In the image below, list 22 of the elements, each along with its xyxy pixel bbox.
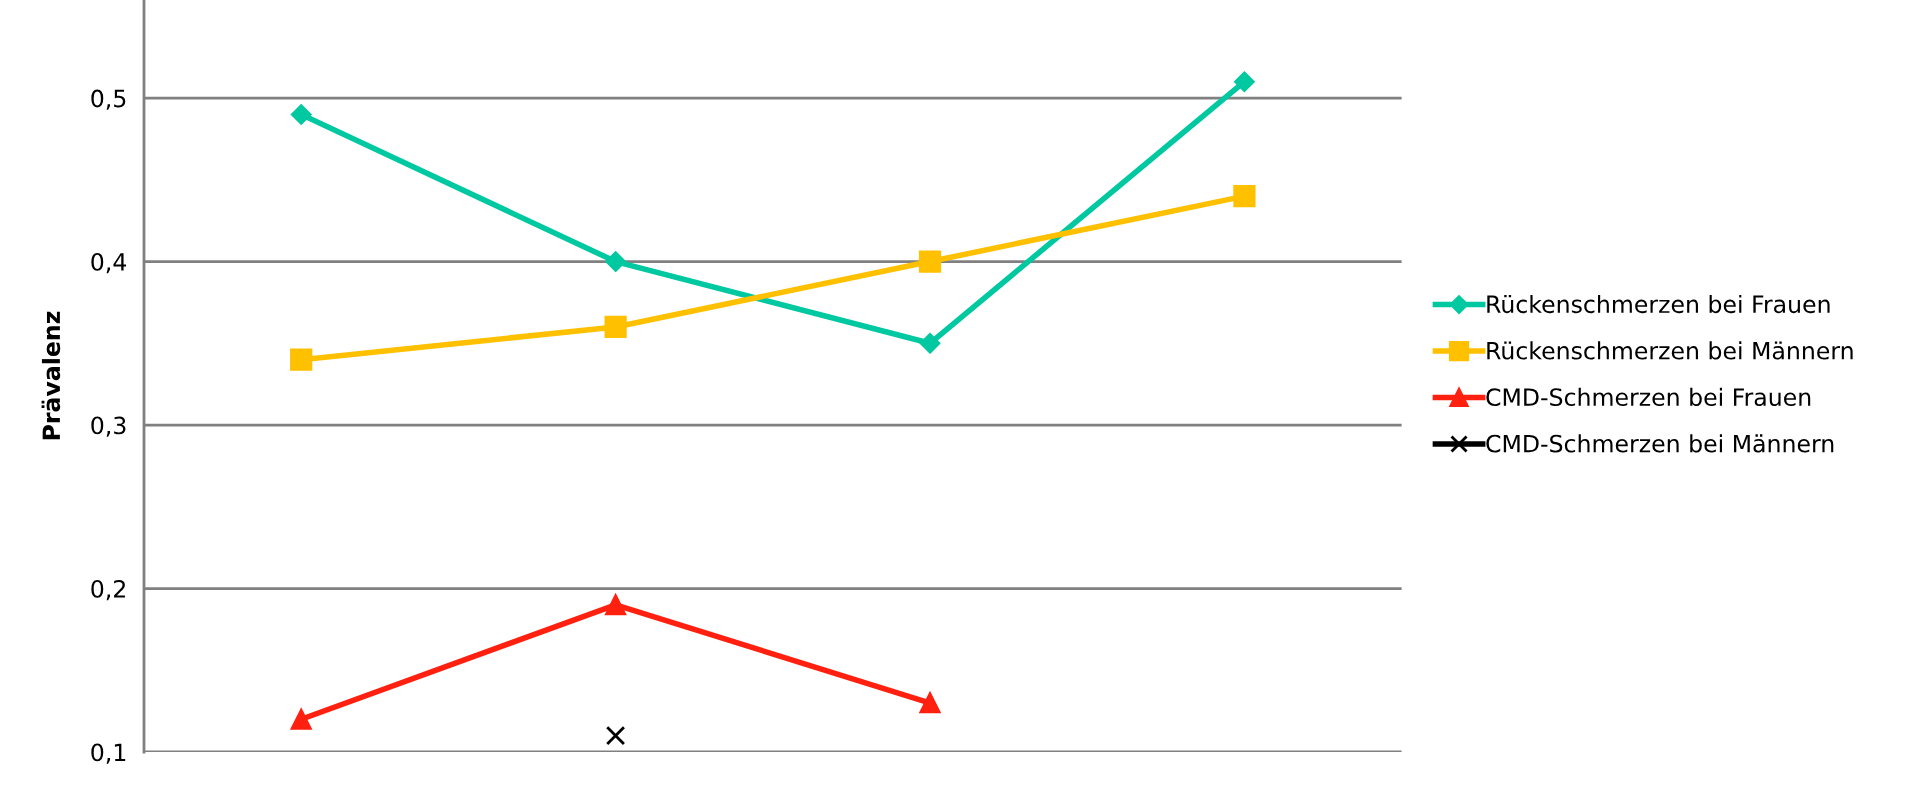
point — [1234, 71, 1255, 92]
point — [605, 725, 626, 746]
point — [1233, 185, 1256, 208]
y-tick-label: 0,4 — [91, 253, 127, 274]
point — [919, 333, 941, 354]
y-tick-label: 0,5 — [91, 89, 126, 110]
point — [604, 315, 627, 339]
point — [605, 251, 626, 272]
legend-label: Rückenschmerzen bei Frauen — [1487, 294, 1830, 314]
point — [919, 692, 941, 714]
legend-label: CMD-Schmerzen bei Männern — [1486, 434, 1834, 453]
legend-label: CMD-Schmerzen bei Frauen — [1486, 387, 1811, 407]
y-tick-label: 0,3 — [91, 416, 126, 437]
y-tick-label: 0,1 — [91, 743, 126, 764]
y-tick-label: 0,2 — [91, 579, 125, 601]
y-axis-title: Prävalenz — [41, 311, 61, 440]
point — [290, 348, 313, 371]
point — [290, 708, 312, 730]
point — [605, 594, 627, 616]
legend-label: Rückenschmerzen bei Männern — [1487, 341, 1853, 360]
point — [918, 250, 942, 273]
point — [290, 104, 312, 125]
